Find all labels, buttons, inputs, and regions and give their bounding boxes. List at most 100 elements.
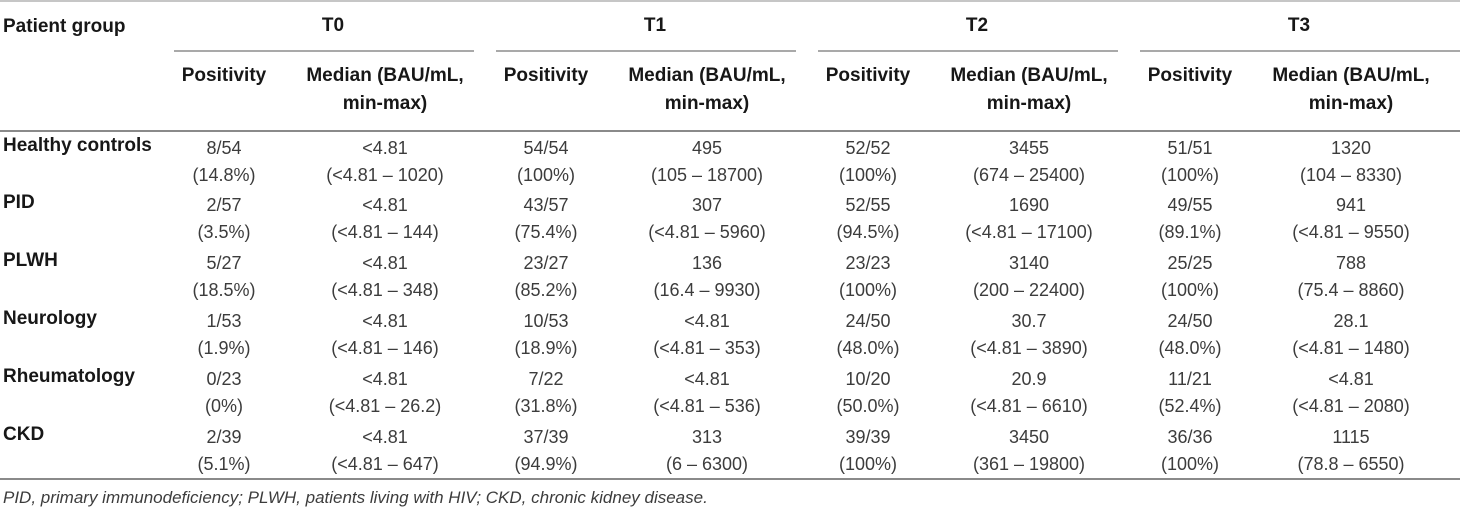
positivity-percent: (100%) bbox=[838, 165, 898, 185]
positivity-cell: 24/50 (48.0%) bbox=[816, 305, 920, 363]
positivity-percent: (48.0%) bbox=[836, 338, 900, 358]
median-value: 1690 bbox=[1008, 195, 1050, 215]
positivity-value: 8/54 bbox=[206, 138, 242, 158]
median-value: <4.81 bbox=[362, 195, 408, 215]
positivity-cell: 5/27 (18.5%) bbox=[172, 247, 276, 305]
positivity-cell: 25/25 (100%) bbox=[1138, 247, 1242, 305]
median-cell: <4.81 (<4.81 – 353) bbox=[598, 305, 816, 363]
positivity-value: 52/55 bbox=[845, 195, 891, 215]
positivity-value: 1/53 bbox=[206, 311, 242, 331]
median-cell: 3455 (674 – 25400) bbox=[920, 131, 1138, 189]
positivity-cell: 7/22 (31.8%) bbox=[494, 363, 598, 421]
positivity-cell: 2/57 (3.5%) bbox=[172, 189, 276, 247]
subheader-positivity-t3: Positivity bbox=[1138, 52, 1242, 132]
positivity-percent: (100%) bbox=[1160, 454, 1220, 474]
median-subheader-line1: Median (BAU/mL, bbox=[628, 65, 786, 86]
median-cell: <4.81 (<4.81 – 26.2) bbox=[276, 363, 494, 421]
median-value: 3455 bbox=[1008, 138, 1050, 158]
median-range: (<4.81 – 3890) bbox=[970, 338, 1088, 358]
positivity-value: 5/27 bbox=[206, 253, 242, 273]
subheader-median-t1: Median (BAU/mL, min-max) bbox=[598, 52, 816, 132]
positivity-cell: 23/27 (85.2%) bbox=[494, 247, 598, 305]
median-value: <4.81 bbox=[1328, 369, 1374, 389]
positivity-value: 7/22 bbox=[528, 369, 564, 389]
median-value: 20.9 bbox=[1011, 369, 1047, 389]
positivity-subheader: Positivity bbox=[503, 65, 589, 86]
median-cell: <4.81 (<4.81 – 1020) bbox=[276, 131, 494, 189]
median-range: (<4.81 – 647) bbox=[331, 454, 439, 474]
subheader-median-t0: Median (BAU/mL, min-max) bbox=[276, 52, 494, 132]
median-subheader-line1: Median (BAU/mL, bbox=[1272, 65, 1430, 86]
median-value: 28.1 bbox=[1333, 311, 1369, 331]
median-range: (6 – 6300) bbox=[665, 454, 749, 474]
positivity-value: 52/52 bbox=[845, 138, 891, 158]
positivity-percent: (100%) bbox=[516, 165, 576, 185]
positivity-cell: 52/52 (100%) bbox=[816, 131, 920, 189]
table-row: PID 2/57 (3.5%) <4.81 (<4.81 – 144) 43/57 (75.… bbox=[0, 189, 1460, 247]
positivity-value: 2/39 bbox=[206, 427, 242, 447]
patient-group-label: Neurology bbox=[3, 308, 97, 329]
positivity-value: 0/23 bbox=[206, 369, 242, 389]
positivity-value: 11/21 bbox=[1168, 369, 1212, 389]
positivity-percent: (94.5%) bbox=[836, 222, 900, 242]
subheader-row: Positivity Median (BAU/mL, min-max) Posi… bbox=[0, 52, 1460, 132]
median-range: (104 – 8330) bbox=[1299, 165, 1403, 185]
positivity-percent: (48.0%) bbox=[1158, 338, 1222, 358]
subheader-positivity-t1: Positivity bbox=[494, 52, 598, 132]
median-cell: 495 (105 – 18700) bbox=[598, 131, 816, 189]
positivity-value: 23/27 bbox=[523, 253, 569, 273]
table-row: Rheumatology 0/23 (0%) <4.81 (<4.81 – 26.2) 7… bbox=[0, 363, 1460, 421]
median-value: 788 bbox=[1335, 253, 1367, 273]
positivity-percent: (75.4%) bbox=[514, 222, 578, 242]
median-range: (<4.81 – 144) bbox=[331, 222, 439, 242]
positivity-value: 23/23 bbox=[845, 253, 891, 273]
patient-group-label: PID bbox=[3, 192, 35, 213]
positivity-cell: 39/39 (100%) bbox=[816, 421, 920, 480]
t0-rule bbox=[174, 50, 474, 52]
positivity-subheader: Positivity bbox=[181, 65, 267, 86]
median-range: (<4.81 – 536) bbox=[653, 396, 761, 416]
t0-label: T0 bbox=[321, 15, 345, 36]
positivity-cell: 8/54 (14.8%) bbox=[172, 131, 276, 189]
median-subheader-line1: Median (BAU/mL, bbox=[306, 65, 464, 86]
positivity-cell: 43/57 (75.4%) bbox=[494, 189, 598, 247]
subheader-positivity-t0: Positivity bbox=[172, 52, 276, 132]
positivity-cell: 54/54 (100%) bbox=[494, 131, 598, 189]
group-header-t0: T0 bbox=[172, 1, 494, 52]
positivity-percent: (89.1%) bbox=[1158, 222, 1222, 242]
median-value: 3140 bbox=[1008, 253, 1050, 273]
median-range: (<4.81 – 17100) bbox=[965, 222, 1093, 242]
median-cell: 1115 (78.8 – 6550) bbox=[1242, 421, 1460, 480]
positivity-percent: (100%) bbox=[1160, 280, 1220, 300]
median-cell: 1320 (104 – 8330) bbox=[1242, 131, 1460, 189]
median-range: (200 – 22400) bbox=[972, 280, 1086, 300]
median-range: (<4.81 – 6610) bbox=[970, 396, 1088, 416]
positivity-percent: (5.1%) bbox=[197, 454, 251, 474]
results-table: Patient group T0 T1 T2 T3 bbox=[0, 0, 1460, 480]
median-value: <4.81 bbox=[684, 369, 730, 389]
positivity-value: 10/20 bbox=[845, 369, 891, 389]
positivity-value: 10/53 bbox=[523, 311, 569, 331]
positivity-value: 49/55 bbox=[1167, 195, 1213, 215]
positivity-value: 24/50 bbox=[845, 311, 891, 331]
t1-rule bbox=[496, 50, 796, 52]
positivity-subheader: Positivity bbox=[1147, 65, 1233, 86]
positivity-cell: 51/51 (100%) bbox=[1138, 131, 1242, 189]
median-range: (75.4 – 8860) bbox=[1297, 280, 1405, 300]
median-cell: <4.81 (<4.81 – 348) bbox=[276, 247, 494, 305]
positivity-value: 2/57 bbox=[206, 195, 242, 215]
subheader-median-t2: Median (BAU/mL, min-max) bbox=[920, 52, 1138, 132]
median-cell: 941 (<4.81 – 9550) bbox=[1242, 189, 1460, 247]
median-cell: 1690 (<4.81 – 17100) bbox=[920, 189, 1138, 247]
positivity-cell: 49/55 (89.1%) bbox=[1138, 189, 1242, 247]
median-value: 136 bbox=[691, 253, 723, 273]
positivity-cell: 52/55 (94.5%) bbox=[816, 189, 920, 247]
median-cell: <4.81 (<4.81 – 144) bbox=[276, 189, 494, 247]
positivity-cell: 10/53 (18.9%) bbox=[494, 305, 598, 363]
t3-label: T3 bbox=[1287, 15, 1311, 36]
group-header-t3: T3 bbox=[1138, 1, 1460, 52]
positivity-percent: (0%) bbox=[204, 396, 243, 416]
median-cell: 28.1 (<4.81 – 1480) bbox=[1242, 305, 1460, 363]
median-cell: <4.81 (<4.81 – 146) bbox=[276, 305, 494, 363]
